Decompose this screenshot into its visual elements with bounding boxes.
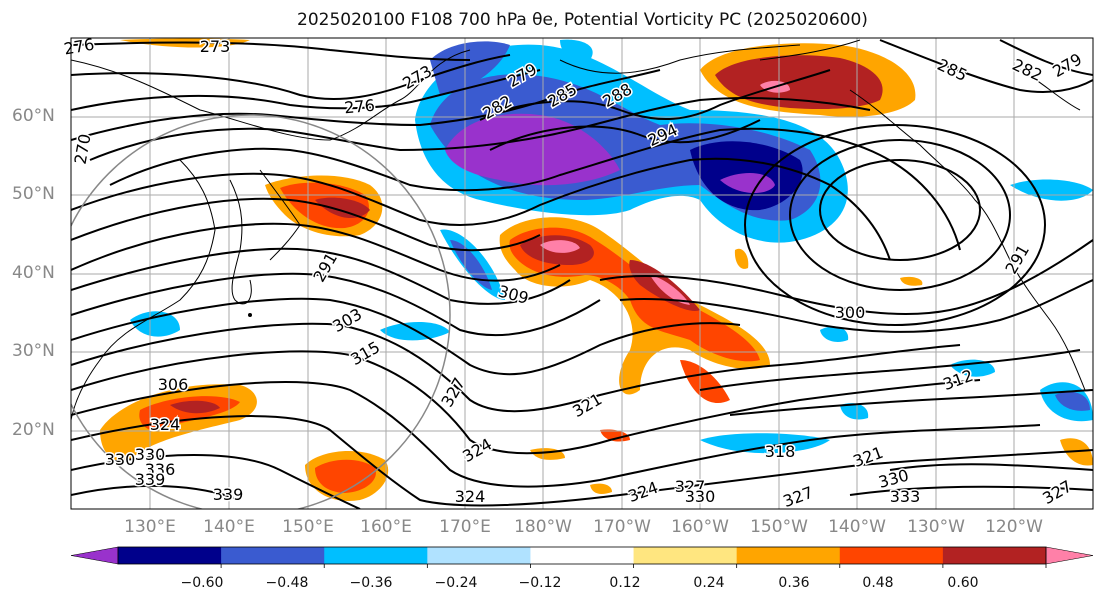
contour-label: 333	[888, 486, 922, 508]
contour-label: 327	[673, 476, 707, 498]
contour-label-text: 273	[200, 37, 231, 56]
contour-label-text: 324	[455, 487, 486, 506]
contour-label-text: 324	[150, 415, 181, 434]
contour-label-text: 318	[765, 442, 796, 461]
colorbar-tick-label: 0.24	[693, 575, 725, 591]
colorbar-segment	[530, 547, 635, 564]
lat-label-20n: 20°N	[12, 420, 55, 440]
lat-label-60n: 60°N	[12, 106, 55, 126]
map-frame	[70, 37, 1094, 510]
contour-label-text: 300	[835, 303, 866, 322]
colorbar-tick-label: −0.48	[265, 575, 309, 591]
contour-label: 339	[133, 469, 167, 491]
colorbar-segment	[118, 547, 222, 564]
contour-label: 330	[103, 449, 137, 471]
contour-label: 339	[211, 484, 245, 506]
contour-label-text: 336	[145, 460, 176, 479]
contour-label-text: 330	[105, 450, 136, 469]
lon-label-170e: 170°E	[439, 517, 491, 537]
colorbar-tick-label: 0.12	[609, 575, 641, 591]
contour-label: 324	[148, 414, 182, 436]
lon-label-130e: 130°E	[124, 517, 176, 537]
contour-label-text: 330	[685, 487, 716, 506]
colorbar-segment	[839, 547, 944, 564]
contour-label-text: 276	[343, 96, 375, 118]
contour-label: 318	[763, 441, 797, 463]
contour-label: 336	[143, 459, 177, 481]
contour-label-text: 330	[135, 445, 166, 464]
contour-label: 276	[342, 94, 377, 119]
pv-anomaly-fills	[100, 38, 1093, 501]
colorbar-extend-max	[1045, 546, 1094, 565]
lon-label-140w: 140°W	[828, 517, 886, 537]
lon-label-160w: 160°W	[671, 517, 729, 537]
colorbar-segment	[942, 547, 1047, 564]
contour-label-text: 339	[213, 485, 244, 504]
center-marker	[248, 313, 252, 317]
contour-label: 324	[453, 486, 487, 508]
colorbar-tick-label: −0.60	[180, 575, 224, 591]
contour-label: 306	[156, 374, 190, 396]
lon-label-160e: 160°E	[360, 517, 412, 537]
lon-label-150w: 150°W	[750, 517, 808, 537]
colorbar-tick-label: −0.12	[518, 575, 562, 591]
theta-e-contours	[71, 39, 1093, 509]
lon-label-180w: 180°W	[514, 517, 572, 537]
lon-label-170w: 170°W	[593, 517, 651, 537]
lon-label-140e: 140°E	[203, 517, 255, 537]
colorbar-tick-label: 0.48	[862, 575, 894, 591]
colorbar-extend-min	[70, 546, 119, 565]
contour-label-text: 333	[890, 487, 921, 506]
contour-label-text: 306	[158, 375, 189, 394]
colorbar-segment	[324, 547, 428, 564]
lat-label-30n: 30°N	[12, 341, 55, 361]
contour-label: 270	[69, 131, 96, 167]
lon-label-130w: 130°W	[907, 517, 965, 537]
contour-label: 330	[683, 486, 717, 508]
lat-label-50n: 50°N	[12, 184, 55, 204]
lon-label-120w: 120°W	[985, 517, 1043, 537]
colorbar-tick-label: −0.24	[434, 575, 478, 591]
colorbar-segment	[633, 547, 738, 564]
colorbar-segment	[221, 547, 325, 564]
contour-label: 330	[133, 444, 167, 466]
map-title: 2025020100 F108 700 hPa θe, Potential Vo…	[297, 10, 868, 30]
contour-label-text: 327	[675, 477, 706, 496]
colorbar-frame	[117, 546, 1047, 565]
colorbar-tick-label: 0.60	[947, 575, 979, 591]
colorbar-segment	[427, 547, 531, 564]
colorbar-segment	[736, 547, 841, 564]
colorbar-tick-label: 0.36	[778, 575, 810, 591]
lat-label-40n: 40°N	[12, 263, 55, 283]
graticule	[71, 38, 1093, 509]
colorbar-tick-label: −0.36	[349, 575, 393, 591]
lon-label-150e: 150°E	[282, 517, 334, 537]
contour-label-text: 339	[135, 470, 166, 489]
colorbar	[70, 546, 1094, 568]
contour-label: 300	[833, 302, 867, 324]
reference-circle	[71, 114, 451, 509]
contour-label: 273	[198, 36, 232, 58]
